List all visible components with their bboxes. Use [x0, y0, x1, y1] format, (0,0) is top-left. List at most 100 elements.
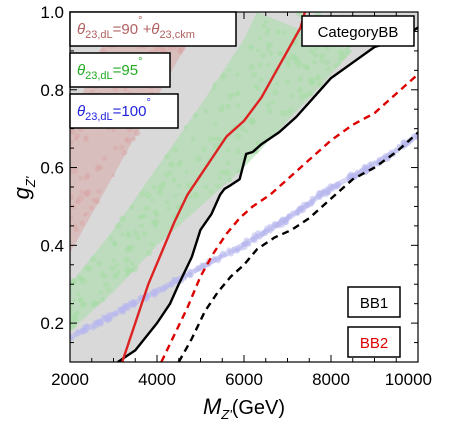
- scan-point: [396, 143, 401, 148]
- category-box: [301, 15, 415, 47]
- scan-point: [337, 61, 342, 66]
- scan-point: [100, 296, 106, 303]
- scan-point: [261, 23, 267, 29]
- scan-point: [266, 42, 273, 49]
- scan-point: [129, 205, 135, 210]
- scan-point: [220, 73, 228, 80]
- scan-point: [79, 220, 85, 226]
- scan-point: [265, 47, 270, 52]
- scan-point: [289, 53, 297, 60]
- scan-point: [275, 81, 280, 86]
- scan-point: [71, 322, 77, 329]
- scan-point: [268, 51, 274, 56]
- scan-point: [106, 315, 113, 323]
- scan-point: [255, 140, 261, 146]
- scan-point: [133, 129, 141, 137]
- scan-point: [121, 304, 128, 311]
- scan-point: [119, 215, 126, 223]
- scan-point: [84, 323, 90, 330]
- scan-point: [190, 136, 196, 142]
- scan-point: [70, 215, 74, 220]
- scan-point: [333, 63, 339, 68]
- x-tick-label: 2000: [51, 370, 89, 389]
- scan-point: [201, 262, 208, 269]
- y-tick-label: 1.0: [40, 3, 64, 22]
- scan-point: [270, 100, 275, 105]
- scan-point: [165, 200, 170, 205]
- scan-point: [211, 256, 217, 261]
- scan-point: [176, 183, 182, 188]
- scan-point: [125, 233, 132, 239]
- curve-2: [177, 131, 418, 362]
- x-tick-label: 10000: [385, 370, 432, 389]
- legend-region-label: θ23,dL=90°+θ23,ckm: [77, 15, 195, 41]
- scan-point: [83, 174, 90, 181]
- scan-point: [186, 182, 193, 189]
- curve-bb1: [117, 26, 418, 362]
- scan-point: [325, 66, 331, 71]
- scan-point: [70, 278, 76, 285]
- scan-point: [96, 188, 102, 195]
- scan-point: [295, 12, 302, 16]
- scan-point: [289, 93, 294, 98]
- line-legend-box: [347, 326, 401, 358]
- scan-point: [111, 240, 118, 246]
- scan-point: [171, 177, 177, 183]
- scan-point: [165, 285, 170, 290]
- scan-point: [239, 126, 245, 132]
- scan-point: [131, 136, 136, 141]
- scan-point: [225, 148, 230, 154]
- scan-point: [236, 91, 240, 96]
- scan-point: [131, 300, 137, 306]
- scan-point: [264, 228, 269, 233]
- scan-point: [71, 167, 78, 175]
- legend-box: [69, 11, 237, 47]
- scan-point: [215, 257, 222, 264]
- scan-point: [132, 230, 139, 237]
- scan-point: [86, 265, 93, 272]
- scan-point: [256, 48, 261, 53]
- scan-point: [265, 102, 271, 108]
- scan-point: [309, 48, 313, 53]
- x-axis-title-unit: (GeV): [232, 397, 285, 419]
- scan-point: [70, 138, 74, 146]
- scan-point: [208, 189, 214, 195]
- scan-point: [217, 136, 221, 141]
- scan-point: [91, 301, 97, 307]
- scan-point: [213, 121, 218, 126]
- x-axis-title-main: M: [203, 394, 222, 419]
- scan-point: [235, 148, 241, 154]
- scan-point: [181, 46, 186, 51]
- scan-point: [316, 81, 323, 88]
- scan-point: [156, 188, 164, 196]
- scan-point: [258, 62, 263, 68]
- scan-point: [277, 51, 283, 57]
- legend-region-label: θ23,dL=95°: [77, 56, 143, 82]
- scan-point: [283, 219, 289, 225]
- x-axis-title: MZ'(GeV): [203, 394, 285, 422]
- scan-point: [311, 59, 317, 65]
- y-tick-label: 0.8: [40, 81, 64, 100]
- scan-point: [214, 183, 221, 189]
- scan-point: [168, 283, 173, 288]
- scan-point: [217, 175, 222, 180]
- scan-point: [152, 290, 159, 297]
- legend-box: [69, 93, 179, 129]
- scan-point: [166, 206, 171, 211]
- legend: θ23,dL=90°+θ23,ckm θ23,dL=95° θ23,dL=100° C…: [69, 11, 415, 358]
- scan-point: [123, 87, 128, 92]
- axis-ticks: 2000 4000 6000 8000 10000 0.2 0.4 0.6 0.8 1.0: [40, 3, 432, 389]
- scan-point: [171, 277, 176, 282]
- scan-point: [70, 129, 76, 136]
- scan-point: [203, 184, 209, 190]
- scan-point: [81, 301, 88, 307]
- scan-point: [172, 146, 179, 153]
- scan-point: [118, 144, 125, 151]
- scan-point: [338, 49, 345, 56]
- x-axis-title-sub: Z': [220, 407, 232, 422]
- scan-point: [150, 198, 155, 202]
- y-tick-label: 0.4: [40, 236, 64, 255]
- scan-point: [235, 103, 241, 109]
- scan-point: [70, 194, 75, 200]
